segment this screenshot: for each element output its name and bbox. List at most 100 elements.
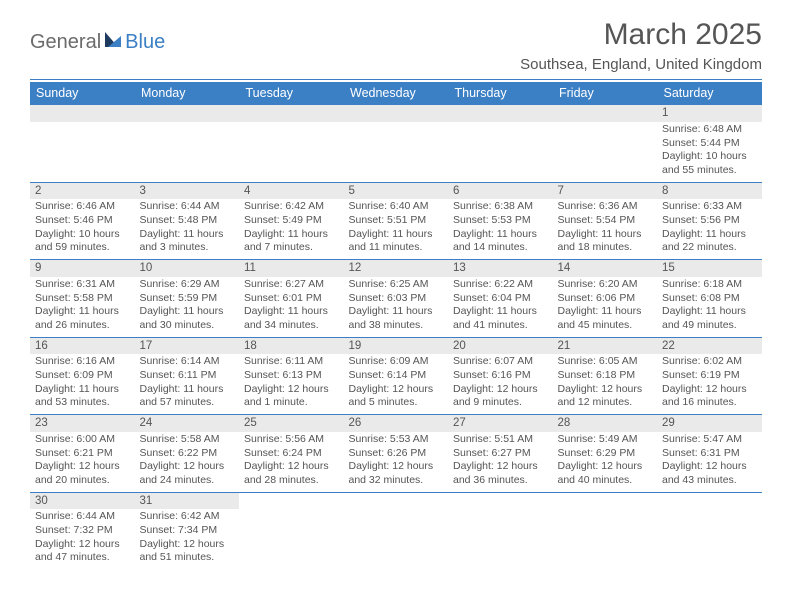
calendar-cell: 13Sunrise: 6:22 AMSunset: 6:04 PMDayligh… [448,260,553,338]
sunrise: Sunrise: 6:00 AM [35,433,130,447]
calendar-cell: 4Sunrise: 6:42 AMSunset: 5:49 PMDaylight… [239,182,344,260]
calendar-cell: 18Sunrise: 6:11 AMSunset: 6:13 PMDayligh… [239,337,344,415]
sunset: Sunset: 6:18 PM [558,369,653,383]
calendar-cell: 23Sunrise: 6:00 AMSunset: 6:21 PMDayligh… [30,415,135,493]
weekday-header-row: Sunday Monday Tuesday Wednesday Thursday… [30,82,762,105]
daylight-line2: and 38 minutes. [349,319,444,333]
sunrise: Sunrise: 5:49 AM [558,433,653,447]
daylight-line2: and 30 minutes. [140,319,235,333]
calendar-cell: 25Sunrise: 5:56 AMSunset: 6:24 PMDayligh… [239,415,344,493]
sunset: Sunset: 6:09 PM [35,369,130,383]
day-body: Sunrise: 6:44 AMSunset: 7:32 PMDaylight:… [30,509,135,569]
daylight-line1: Daylight: 10 hours [35,228,130,242]
daylight-line2: and 28 minutes. [244,474,339,488]
calendar-cell: 21Sunrise: 6:05 AMSunset: 6:18 PMDayligh… [553,337,658,415]
daylight-line1: Daylight: 11 hours [244,305,339,319]
day-body: Sunrise: 5:47 AMSunset: 6:31 PMDaylight:… [657,432,762,492]
sunrise: Sunrise: 6:14 AM [140,355,235,369]
daylight-line1: Daylight: 12 hours [140,538,235,552]
daylight-line2: and 45 minutes. [558,319,653,333]
sunrise: Sunrise: 6:22 AM [453,278,548,292]
calendar-table: Sunday Monday Tuesday Wednesday Thursday… [30,82,762,569]
daylight-line2: and 16 minutes. [662,396,757,410]
sunset: Sunset: 7:34 PM [140,524,235,538]
sunset: Sunset: 6:21 PM [35,447,130,461]
daylight-line2: and 11 minutes. [349,241,444,255]
day-number: 12 [344,260,449,277]
day-number: 30 [30,493,135,510]
day-body: Sunrise: 6:25 AMSunset: 6:03 PMDaylight:… [344,277,449,337]
sunrise: Sunrise: 6:46 AM [35,200,130,214]
sunrise: Sunrise: 6:27 AM [244,278,339,292]
weekday-header: Friday [553,82,658,105]
calendar-cell [239,105,344,183]
sunrise: Sunrise: 6:29 AM [140,278,235,292]
calendar-cell: 22Sunrise: 6:02 AMSunset: 6:19 PMDayligh… [657,337,762,415]
day-number: 13 [448,260,553,277]
calendar-cell: 14Sunrise: 6:20 AMSunset: 6:06 PMDayligh… [553,260,658,338]
calendar-cell [30,105,135,183]
day-body: Sunrise: 5:51 AMSunset: 6:27 PMDaylight:… [448,432,553,492]
sunset: Sunset: 6:26 PM [349,447,444,461]
calendar-week: 2Sunrise: 6:46 AMSunset: 5:46 PMDaylight… [30,182,762,260]
calendar-cell: 29Sunrise: 5:47 AMSunset: 6:31 PMDayligh… [657,415,762,493]
daylight-line2: and 22 minutes. [662,241,757,255]
sunset: Sunset: 5:54 PM [558,214,653,228]
daylight-line2: and 59 minutes. [35,241,130,255]
day-number: 1 [657,105,762,122]
calendar-cell [239,492,344,569]
sunset: Sunset: 5:53 PM [453,214,548,228]
sunrise: Sunrise: 6:25 AM [349,278,444,292]
day-body: Sunrise: 6:44 AMSunset: 5:48 PMDaylight:… [135,199,240,259]
day-body: Sunrise: 6:42 AMSunset: 7:34 PMDaylight:… [135,509,240,569]
sunset: Sunset: 5:49 PM [244,214,339,228]
daylight-line2: and 9 minutes. [453,396,548,410]
daylight-line2: and 3 minutes. [140,241,235,255]
daylight-line2: and 20 minutes. [35,474,130,488]
calendar-cell: 2Sunrise: 6:46 AMSunset: 5:46 PMDaylight… [30,182,135,260]
sunset: Sunset: 6:11 PM [140,369,235,383]
weekday-header: Wednesday [344,82,449,105]
daylight-line1: Daylight: 12 hours [453,460,548,474]
day-number: 2 [30,183,135,200]
day-number: 31 [135,493,240,510]
sunrise: Sunrise: 6:42 AM [244,200,339,214]
daylight-line1: Daylight: 12 hours [453,383,548,397]
calendar-cell: 7Sunrise: 6:36 AMSunset: 5:54 PMDaylight… [553,182,658,260]
sunset: Sunset: 7:32 PM [35,524,130,538]
sunrise: Sunrise: 6:20 AM [558,278,653,292]
calendar-cell: 24Sunrise: 5:58 AMSunset: 6:22 PMDayligh… [135,415,240,493]
day-number: 18 [239,338,344,355]
daylight-line1: Daylight: 11 hours [140,383,235,397]
daylight-line2: and 36 minutes. [453,474,548,488]
daylight-line2: and 43 minutes. [662,474,757,488]
day-number: 4 [239,183,344,200]
day-body: Sunrise: 5:53 AMSunset: 6:26 PMDaylight:… [344,432,449,492]
day-body: Sunrise: 6:22 AMSunset: 6:04 PMDaylight:… [448,277,553,337]
day-body: Sunrise: 6:09 AMSunset: 6:14 PMDaylight:… [344,354,449,414]
day-number: 14 [553,260,658,277]
day-number: 29 [657,415,762,432]
calendar-cell: 19Sunrise: 6:09 AMSunset: 6:14 PMDayligh… [344,337,449,415]
weekday-header: Saturday [657,82,762,105]
calendar-cell [448,492,553,569]
title-block: March 2025 Southsea, England, United Kin… [520,18,762,73]
sunrise: Sunrise: 6:33 AM [662,200,757,214]
month-title: March 2025 [520,18,762,52]
daylight-line2: and 41 minutes. [453,319,548,333]
day-body: Sunrise: 5:56 AMSunset: 6:24 PMDaylight:… [239,432,344,492]
calendar-cell: 10Sunrise: 6:29 AMSunset: 5:59 PMDayligh… [135,260,240,338]
day-number: 11 [239,260,344,277]
day-number: 17 [135,338,240,355]
day-number: 27 [448,415,553,432]
daylight-line2: and 47 minutes. [35,551,130,565]
daylight-line1: Daylight: 12 hours [349,460,444,474]
daylight-line2: and 34 minutes. [244,319,339,333]
sunset: Sunset: 6:16 PM [453,369,548,383]
day-number: 19 [344,338,449,355]
sunrise: Sunrise: 6:02 AM [662,355,757,369]
sunset: Sunset: 6:22 PM [140,447,235,461]
sunset: Sunset: 6:27 PM [453,447,548,461]
daylight-line1: Daylight: 12 hours [244,460,339,474]
calendar-cell: 20Sunrise: 6:07 AMSunset: 6:16 PMDayligh… [448,337,553,415]
